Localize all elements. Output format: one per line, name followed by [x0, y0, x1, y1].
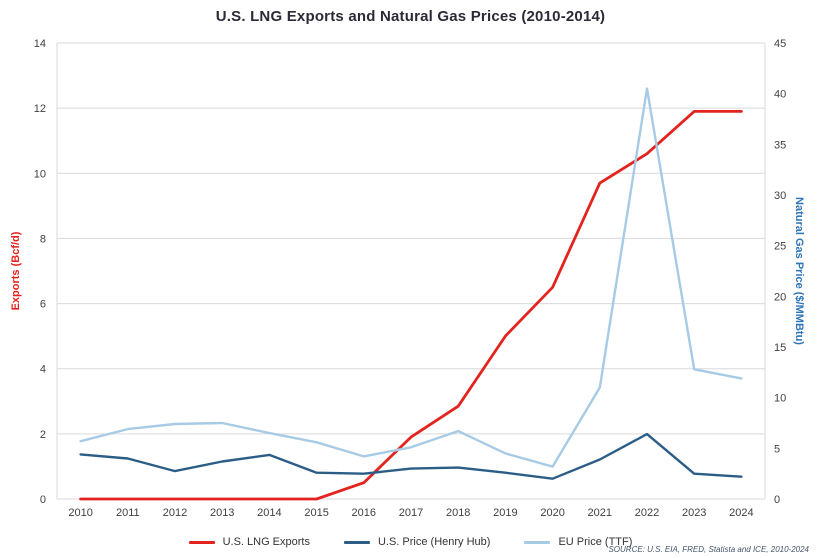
x-axis-tick-label: 2012: [163, 507, 187, 519]
chart-title: U.S. LNG Exports and Natural Gas Prices …: [215, 8, 606, 25]
right-axis-tick-label: 0: [774, 494, 780, 506]
x-axis-tick-label: 2015: [304, 507, 328, 519]
left-axis-tick-label: 8: [40, 233, 46, 245]
left-axis-tick-label: 12: [34, 103, 46, 115]
x-axis-tick-label: 2022: [635, 507, 659, 519]
x-axis-tick-label: 2017: [399, 507, 423, 519]
right-axis-tick-label: 30: [774, 190, 786, 202]
left-axis-tick-label: 4: [40, 364, 46, 376]
x-axis-tick-label: 2010: [68, 507, 92, 519]
legend-label-henry-hub: U.S. Price (Henry Hub): [377, 536, 491, 548]
right-axis-tick-label: 40: [774, 89, 786, 101]
legend-swatch-henry-hub: [343, 540, 370, 544]
right-axis-tick-label: 20: [774, 291, 786, 303]
legend-swatch-eu-ttf: [524, 540, 551, 544]
x-axis-tick-label: 2011: [116, 507, 140, 519]
x-axis-tick-label: 2020: [540, 507, 564, 519]
legend-item-lng-exports: U.S. LNG Exports: [188, 536, 310, 548]
left-axis-tick-label: 14: [34, 38, 46, 50]
x-axis-tick-label: 2016: [352, 507, 376, 519]
x-axis-tick-label: 2023: [682, 507, 706, 519]
right-axis-tick-label: 35: [774, 139, 786, 151]
legend-item-henry-hub: U.S. Price (Henry Hub): [343, 536, 491, 548]
x-axis-tick-label: 2014: [257, 507, 281, 519]
series-line-u-s-lng-exports: [79, 110, 743, 501]
source-note: SOURCE: U.S. EIA, FRED, Statista and ICE…: [608, 545, 809, 554]
x-axis-tick-label: 2018: [446, 507, 470, 519]
x-axis-tick-label: 2021: [588, 507, 612, 519]
left-axis-tick-label: 10: [34, 168, 46, 180]
legend-label-lng-exports: U.S. LNG Exports: [222, 536, 310, 548]
legend-label-eu-ttf: EU Price (TTF): [558, 536, 633, 548]
right-axis-tick-label: 10: [774, 393, 786, 405]
right-axis-tick-label: 25: [774, 241, 786, 253]
x-axis-tick-label: 2024: [729, 507, 753, 519]
right-axis-tick-label: 15: [774, 342, 786, 354]
left-axis-tick-label: 2: [40, 429, 46, 441]
x-axis-tick-label: 2019: [493, 507, 517, 519]
legend: U.S. LNG Exports U.S. Price (Henry Hub) …: [0, 536, 821, 548]
series-line-eu-price-ttf: [79, 87, 743, 468]
legend-swatch-lng-exports: [188, 540, 215, 544]
right-axis-tick-label: 5: [774, 443, 780, 455]
legend-item-eu-ttf: EU Price (TTF): [524, 536, 632, 548]
series-line-u-s-price-henry-hub: [79, 432, 743, 480]
left-axis-tick-label: 0: [40, 494, 46, 506]
left-axis-tick-label: 6: [40, 299, 46, 311]
x-axis-tick-label: 2013: [210, 507, 234, 519]
right-axis-tick-label: 45: [774, 38, 786, 50]
